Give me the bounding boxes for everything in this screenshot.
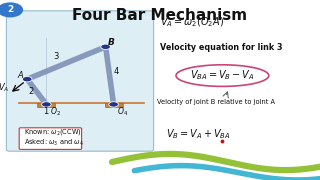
- Text: $V_A = \omega_2(O_2A)$: $V_A = \omega_2(O_2A)$: [160, 15, 224, 29]
- Text: A: A: [18, 71, 23, 80]
- Text: Four Bar Mechanism: Four Bar Mechanism: [72, 8, 248, 23]
- Circle shape: [42, 102, 51, 107]
- FancyBboxPatch shape: [105, 103, 123, 107]
- Text: $V_A$: $V_A$: [0, 82, 10, 94]
- Circle shape: [0, 3, 22, 17]
- Ellipse shape: [176, 65, 269, 86]
- Circle shape: [101, 44, 110, 50]
- FancyBboxPatch shape: [19, 128, 82, 149]
- Text: Velocity of joint B relative to joint A: Velocity of joint B relative to joint A: [157, 99, 275, 105]
- Circle shape: [109, 102, 118, 107]
- Text: $O_2$: $O_2$: [50, 105, 60, 118]
- Text: Velocity equation for link 3: Velocity equation for link 3: [160, 43, 283, 52]
- Text: $V_{BA} = V_B - V_A$: $V_{BA} = V_B - V_A$: [190, 69, 255, 82]
- Text: Known: $\omega_2$(CCW): Known: $\omega_2$(CCW): [24, 127, 82, 137]
- Text: $V_B = V_A + V_{BA}$: $V_B = V_A + V_{BA}$: [166, 127, 231, 141]
- FancyBboxPatch shape: [37, 103, 55, 107]
- Circle shape: [22, 76, 32, 82]
- Text: 2: 2: [7, 5, 13, 14]
- Text: 1: 1: [43, 107, 48, 116]
- Text: 4: 4: [114, 67, 119, 76]
- Text: $O_4$: $O_4$: [117, 105, 128, 118]
- Text: 3: 3: [54, 52, 59, 61]
- Text: Asked: $\omega_3$ and $\omega_4$: Asked: $\omega_3$ and $\omega_4$: [24, 138, 84, 148]
- Text: B: B: [108, 38, 114, 47]
- FancyBboxPatch shape: [6, 11, 154, 151]
- Text: 2: 2: [29, 87, 34, 96]
